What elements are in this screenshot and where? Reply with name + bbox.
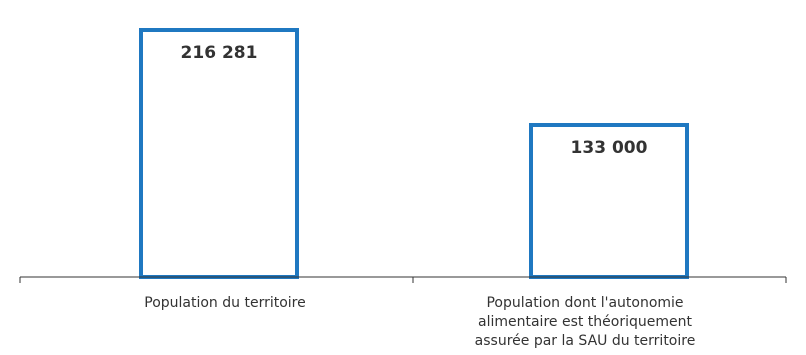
bar-value-label-1: 133 000 (571, 138, 648, 158)
category-label-line: alimentaire est théoriquement (478, 314, 692, 330)
bar-1 (529, 123, 689, 279)
bar-value-label-0: 216 281 (181, 43, 258, 63)
category-label-line: Population dont l'autonomie (486, 295, 684, 311)
category-label-line: assurée par la SAU du territoire (474, 333, 696, 349)
category-label-line: Population du territoire (144, 295, 306, 311)
category-label-population-autonomie-alimentaire: Population dont l'autonomie alimentaire e… (440, 294, 730, 351)
bars-group (139, 28, 689, 279)
bar-0 (139, 28, 299, 279)
category-label-population-du-territoire: Population du territoire (90, 294, 360, 313)
value-labels-group: 216 281 133 000 (181, 43, 648, 158)
